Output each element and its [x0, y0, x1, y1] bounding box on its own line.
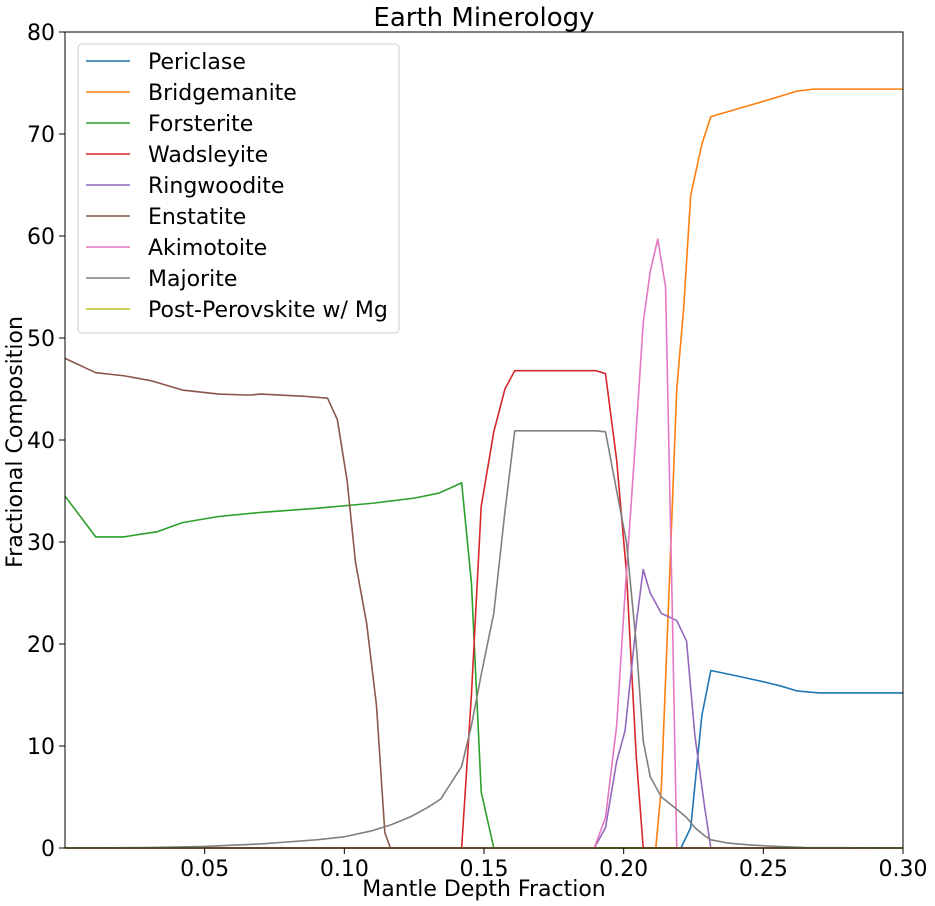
y-tick-label: 0: [41, 837, 55, 862]
y-tick-label: 20: [27, 633, 55, 658]
legend: Periclase Bridgemanite Forsterite Wadsleyit…: [77, 43, 400, 334]
legend-entry-label: Enstatite: [148, 205, 246, 230]
chart-title: Earth Minerology: [373, 3, 594, 33]
legend-entry-label: Ringwoodite: [148, 174, 284, 199]
x-axis-label: Mantle Depth Fraction: [362, 877, 606, 902]
legend-entry-label: Bridgemanite: [148, 81, 297, 106]
series-line-akimotoite: [65, 238, 903, 849]
series-line-ringwoodite: [65, 568, 903, 849]
x-axis-ticks: 0.05 0.10 0.15 0.20 0.25 0.30: [180, 848, 927, 882]
y-tick-label: 30: [27, 531, 55, 556]
series-line-wadsleyite: [65, 369, 903, 849]
y-axis-label: Fractional Composition: [3, 316, 28, 568]
series-line-periclase: [65, 669, 903, 849]
x-tick-label: 0.10: [320, 857, 369, 882]
legend-entry-label: Akimotoite: [148, 236, 267, 261]
x-tick-label: 0.20: [599, 857, 648, 882]
x-tick-label: 0.05: [180, 857, 229, 882]
y-tick-label: 70: [27, 123, 55, 148]
y-axis-ticks: 0 10 20 30 40 50 60 70 80: [27, 21, 65, 862]
legend-entry-label: Forsterite: [148, 112, 253, 137]
y-tick-label: 50: [27, 327, 55, 352]
y-tick-label: 10: [27, 735, 55, 760]
series-line-enstatite: [64, 357, 903, 849]
y-tick-label: 60: [27, 225, 55, 250]
x-tick-label: 0.15: [460, 857, 509, 882]
y-tick-label: 40: [27, 429, 55, 454]
legend-entry-label: Periclase: [148, 50, 246, 75]
legend-entry-label: Post-Perovskite w/ Mg: [148, 298, 388, 323]
x-tick-label: 0.30: [879, 857, 928, 882]
series-line-majorite: [64, 430, 904, 849]
series-line-forsterite: [64, 482, 903, 849]
series-line-bridgemanite: [65, 88, 903, 849]
x-tick-label: 0.25: [739, 857, 788, 882]
legend-entry-label: Majorite: [148, 267, 237, 292]
legend-entry-label: Wadsleyite: [148, 143, 268, 168]
legend-box: [77, 43, 400, 334]
y-tick-label: 80: [27, 21, 55, 46]
